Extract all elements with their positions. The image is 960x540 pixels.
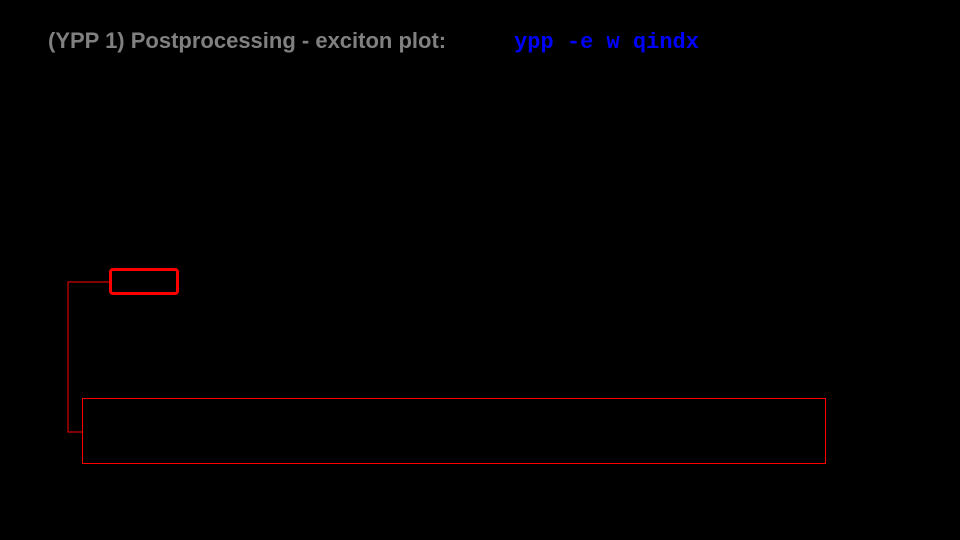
command-text: ypp -e w qindx (514, 30, 699, 55)
header: (YPP 1) Postprocessing - exciton plot: y… (48, 28, 699, 55)
highlight-box-large (82, 398, 826, 464)
highlight-box-small (109, 268, 179, 295)
page-title: (YPP 1) Postprocessing - exciton plot: (48, 28, 446, 54)
